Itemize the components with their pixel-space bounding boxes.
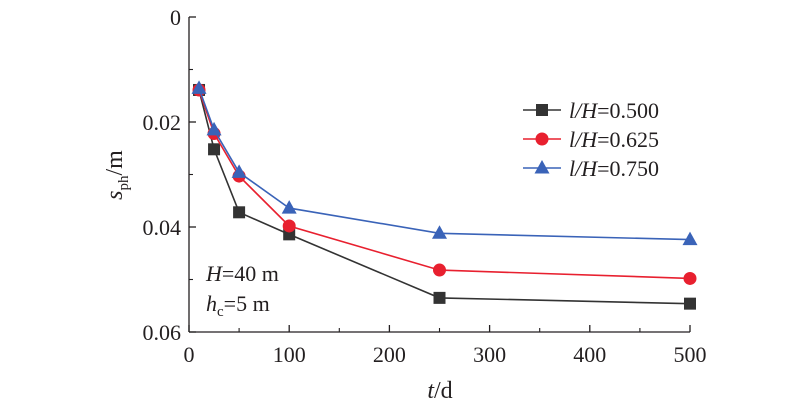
data-point (281, 200, 297, 214)
legend-label: l/H=0.750 (569, 156, 659, 181)
data-point (231, 164, 247, 178)
x-axis-label: t/d (427, 378, 452, 404)
legend-label-symbol: l/H (569, 98, 598, 123)
annotation-hc-subscript: c (217, 304, 224, 320)
data-point (684, 297, 696, 310)
data-point (683, 271, 697, 285)
y-axis-label-unit: /m (102, 150, 128, 176)
y-axis-label-subscript: ph (116, 175, 132, 191)
annotation-height-symbol: H (205, 261, 223, 286)
legend-item: l/H=0.500 (523, 98, 659, 123)
annotation-height: H=40 m (205, 261, 279, 286)
data-point (191, 80, 207, 94)
annotation-hc-symbol: h (206, 291, 217, 316)
x-tick-label: 500 (674, 342, 707, 367)
y-tick-label: 0.06 (143, 320, 182, 345)
x-tick-label: 200 (373, 342, 406, 367)
series-triangle (191, 80, 698, 246)
legend-item: l/H=0.625 (523, 127, 659, 152)
x-axis-label-unit: /d (434, 378, 453, 404)
y-axis-label-symbol: s (102, 191, 128, 200)
legend-label-value: =0.625 (597, 127, 659, 152)
x-axis-label-symbol: t (427, 378, 435, 404)
annotation-hc-value: =5 m (224, 291, 270, 316)
legend-marker (535, 132, 549, 146)
data-point (432, 225, 447, 239)
legend-label-value: =0.500 (597, 98, 659, 123)
legend-marker (536, 104, 548, 116)
data-point (433, 291, 446, 304)
x-tick-label: 400 (573, 342, 606, 367)
legend-label-value: =0.750 (597, 156, 659, 181)
annotation-hc: hc=5 m (206, 291, 270, 320)
x-tick-label: 100 (273, 342, 306, 367)
x-tick-label: 300 (473, 342, 506, 367)
annotation-height-value: =40 m (222, 261, 279, 286)
y-tick-label: 0 (170, 5, 181, 30)
series-layer (191, 80, 698, 310)
legend-label-symbol: l/H (569, 156, 598, 181)
y-tick-label: 0.02 (143, 110, 182, 135)
data-point (233, 206, 246, 219)
data-point (282, 219, 296, 233)
legend-label-symbol: l/H (569, 127, 598, 152)
legend-label: l/H=0.625 (569, 127, 659, 152)
data-point (206, 121, 222, 136)
ticks: 0 100 200 300 400 500 0 0.02 0.04 0.06 (143, 5, 707, 367)
legend-marker (534, 160, 550, 174)
series-line (198, 88, 691, 241)
y-axis-label: sph/m (102, 150, 132, 200)
data-point (433, 263, 446, 277)
data-point (682, 231, 698, 246)
y-tick-label: 0.04 (143, 215, 182, 240)
legend-label: l/H=0.500 (569, 98, 659, 123)
x-tick-label: 0 (184, 342, 195, 367)
data-point (208, 143, 221, 156)
legend-item: l/H=0.750 (523, 156, 659, 181)
